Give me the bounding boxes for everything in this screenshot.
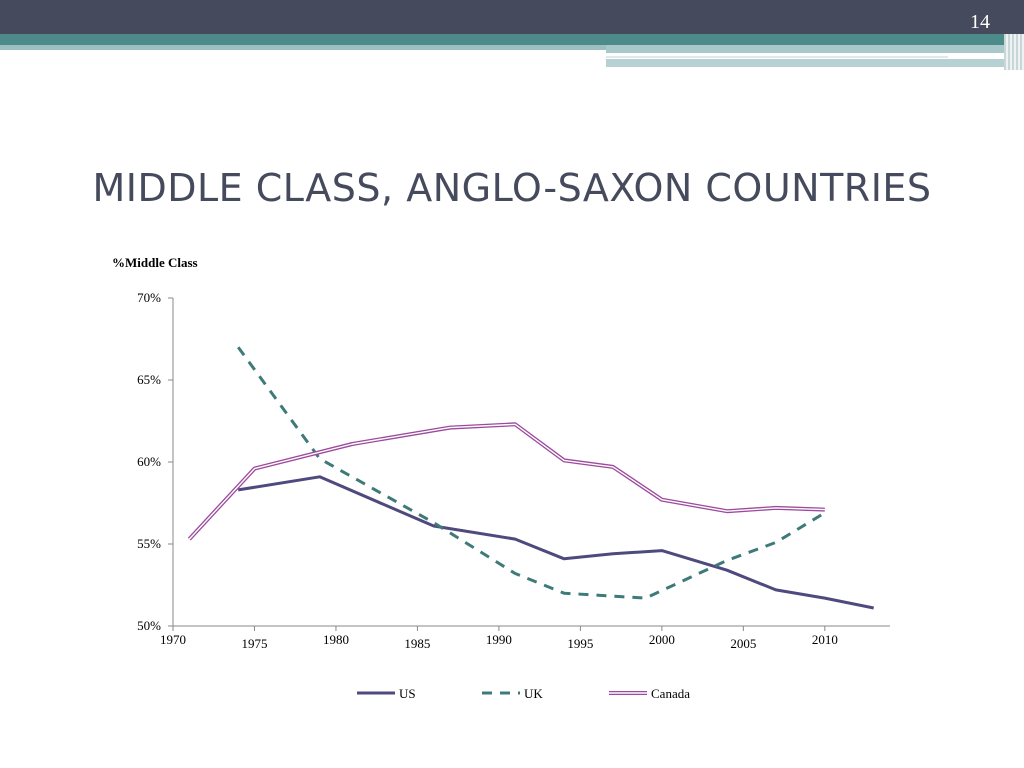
series-line-uk bbox=[236, 346, 826, 600]
x-tick-label: 1990 bbox=[486, 632, 512, 647]
legend-label-uk: UK bbox=[524, 686, 543, 701]
page-number: 14 bbox=[970, 11, 990, 33]
slide-accent-band-right bbox=[606, 45, 1004, 53]
y-tick-label: 65% bbox=[137, 372, 161, 387]
slide-edge-decoration bbox=[1004, 34, 1024, 70]
y-axis-label: %Middle Class bbox=[112, 255, 198, 270]
x-tick-label: 1980 bbox=[323, 632, 349, 647]
x-tick-label: 1975 bbox=[241, 636, 267, 651]
slide-accent-band-light bbox=[0, 45, 606, 50]
y-tick-label: 55% bbox=[137, 536, 161, 551]
legend-label-us: US bbox=[399, 686, 416, 701]
slide-accent-line bbox=[606, 56, 948, 58]
x-tick-label: 2000 bbox=[649, 632, 675, 647]
x-tick-label: 2010 bbox=[812, 632, 838, 647]
legend-label-canada: Canada bbox=[651, 686, 690, 701]
series-line-canada-inner bbox=[188, 423, 825, 540]
y-tick-label: 60% bbox=[137, 454, 161, 469]
x-tick-label: 1995 bbox=[567, 636, 593, 651]
slide-accent-band-lower bbox=[606, 59, 1004, 67]
slide-accent-band bbox=[0, 34, 1004, 45]
y-tick-label: 70% bbox=[137, 290, 161, 305]
slide-title: MIDDLE CLASS, ANGLO-SAXON COUNTRIES bbox=[92, 166, 932, 210]
y-tick-label: 50% bbox=[137, 618, 161, 633]
series-line-us bbox=[237, 475, 874, 610]
x-tick-label: 2005 bbox=[730, 636, 756, 651]
x-tick-label: 1970 bbox=[160, 632, 186, 647]
slide-top-bar bbox=[0, 0, 1024, 34]
x-tick-label: 1985 bbox=[404, 636, 430, 651]
